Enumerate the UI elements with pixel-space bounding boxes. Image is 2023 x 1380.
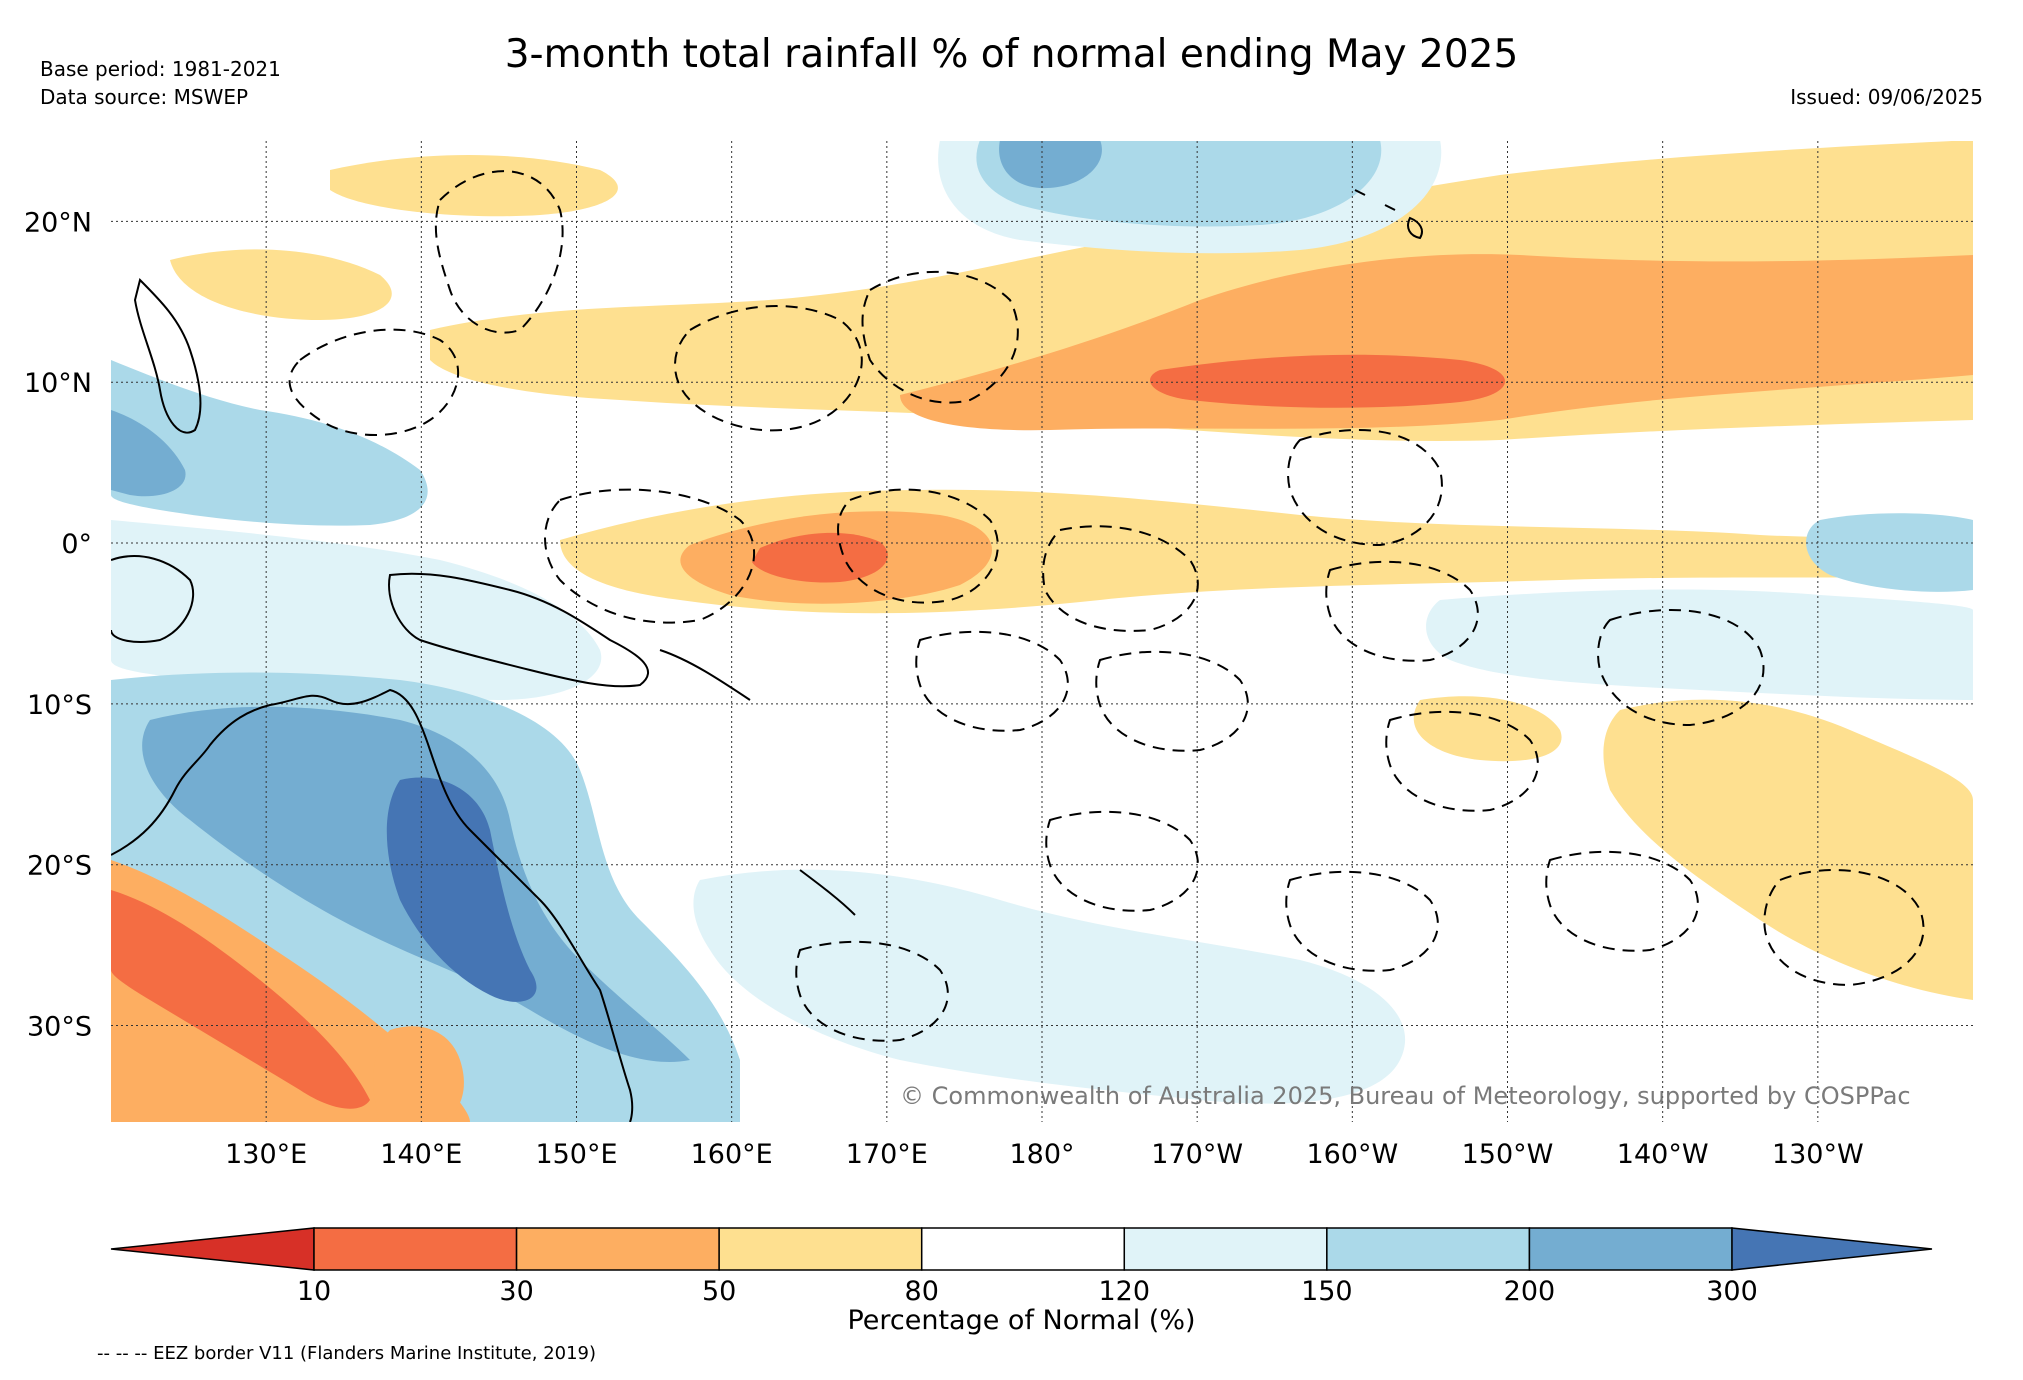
colorbar-tick-label: 200: [1504, 1276, 1556, 1307]
lon-label: 130°W: [1772, 1139, 1864, 1170]
dry-patch-north-top: [330, 155, 618, 217]
new-caledonia-coastline: [799, 869, 856, 916]
data-source-note: Data source: MSWEP: [40, 85, 249, 109]
colorbar-tick-label: 300: [1706, 1276, 1758, 1307]
wet-patch-east: [1426, 589, 1973, 700]
dry-area-southeast-australia: [373, 1026, 464, 1122]
colorbar-tick-label: 50: [702, 1276, 736, 1307]
colorbar-swatch: [920, 1227, 1126, 1271]
colorbar-tick-label: 120: [1099, 1276, 1151, 1307]
copyright-notice: © Commonwealth of Australia 2025, Bureau…: [900, 1082, 1911, 1110]
eez-legend-note: -- -- -- EEZ border V11 (Flanders Marine…: [97, 1343, 597, 1364]
colorbar-swatch: [313, 1227, 518, 1271]
solomon-islands-coastline: [659, 649, 751, 701]
lon-label: 160°E: [691, 1139, 773, 1170]
wet-patch-philippines: [111, 360, 428, 526]
colorbar-tick-label: 150: [1301, 1276, 1353, 1307]
colorbar-ticks: 10 30 50 80 120 150 200 300: [297, 1276, 1758, 1307]
colorbar-label: Percentage of Normal (%): [847, 1305, 1196, 1336]
colorbar-swatch: [1123, 1227, 1328, 1271]
australia-coastline: [111, 688, 634, 1122]
dry-band-north-red: [1150, 354, 1505, 408]
lon-label: 170°E: [846, 1139, 928, 1170]
lon-label: 180°: [1009, 1139, 1074, 1170]
colorbar-swatch: [515, 1227, 720, 1271]
longitude-labels: 130°E 140°E 150°E 160°E 170°E 180° 170°W 160°W 1…: [225, 1139, 1864, 1170]
lat-label: 0°: [61, 529, 92, 560]
dry-area-west-australia-red: [111, 890, 370, 1109]
rainfall-map: 20°N 10°N 0° 10°S 20°S 30°S 130°E 140°E 150°E 16…: [24, 141, 1973, 1170]
lon-label: 170°W: [1151, 1139, 1243, 1170]
colorbar-tick-label: 30: [499, 1276, 533, 1307]
colorbar-swatches: [110, 1227, 1933, 1271]
colorbar-swatch: [718, 1227, 923, 1271]
map-title: 3-month total rainfall % of normal endin…: [504, 32, 1519, 77]
lat-label: 10°N: [24, 368, 92, 399]
colorbar-tick-label: 10: [297, 1276, 331, 1307]
lat-label: 20°S: [27, 851, 92, 882]
lat-label: 10°S: [27, 690, 92, 721]
lon-label: 130°E: [225, 1139, 307, 1170]
wet-patch-philippines-dark: [111, 410, 186, 497]
new-guinea-coastline: [388, 572, 650, 688]
lon-label: 150°E: [535, 1139, 617, 1170]
issued-date: Issued: 09/06/2025: [1790, 85, 1983, 109]
philippines-coastline: [133, 278, 202, 434]
lat-label: 20°N: [24, 207, 92, 238]
wet-patch-maritime: [111, 520, 602, 700]
colorbar-tick-label: 80: [905, 1276, 939, 1307]
eez-borders: [288, 170, 1925, 1042]
colorbar-arrow-low: [110, 1227, 315, 1271]
lat-label: 30°S: [27, 1012, 92, 1043]
lon-label: 150°W: [1462, 1139, 1554, 1170]
latitude-labels: 20°N 10°N 0° 10°S 20°S 30°S: [24, 207, 92, 1042]
wet-patch-east-dark: [1806, 513, 1973, 592]
base-period-note: Base period: 1981-2021: [40, 57, 281, 81]
hawaii-coastline: [1354, 189, 1423, 240]
dry-band-equator-red: [752, 532, 888, 583]
wet-patch-southwest-pacific: [693, 869, 1406, 1104]
colorbar-swatch: [1528, 1227, 1733, 1271]
wet-area-australia-dark: [386, 777, 537, 1002]
lon-label: 140°E: [380, 1139, 462, 1170]
colorbar: 10 30 50 80 120 150 200 300: [110, 1227, 1933, 1307]
borneo-coastline: [111, 555, 195, 643]
wet-patch-north-top-3: [999, 141, 1102, 189]
dry-patch-se: [1603, 699, 1973, 1000]
graticule: [111, 141, 1973, 1122]
colorbar-arrow-high: [1731, 1227, 1933, 1271]
colorbar-swatch: [1326, 1227, 1531, 1271]
map-field: [111, 141, 1973, 1122]
lon-label: 160°W: [1306, 1139, 1398, 1170]
dry-patch-nw: [170, 249, 392, 320]
lon-label: 140°W: [1617, 1139, 1709, 1170]
